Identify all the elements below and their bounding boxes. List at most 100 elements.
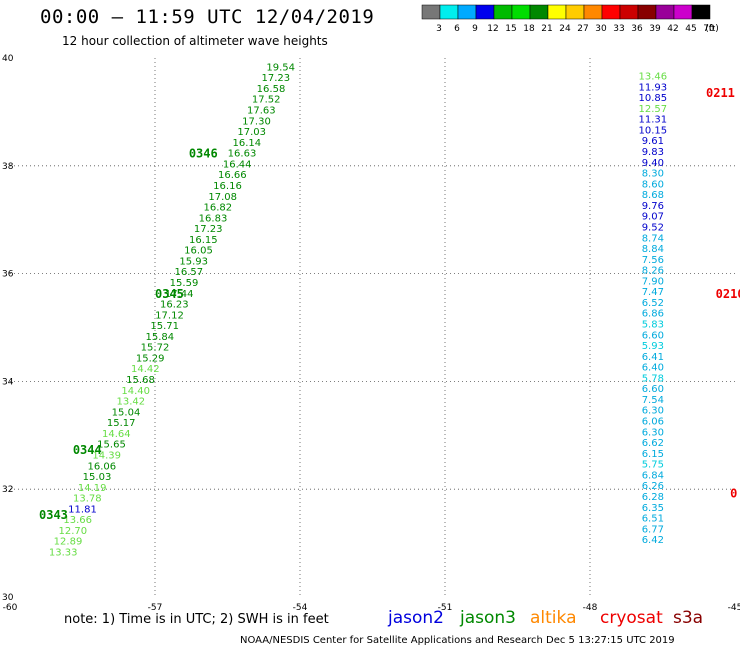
swh-value: 16.57 [175,267,204,278]
colorbar-swatch [691,4,711,20]
swh-value: 12.57 [639,104,668,115]
swh-value: 15.17 [107,418,136,429]
swh-value: 15.72 [141,343,170,354]
swh-value: 5.75 [642,460,664,471]
swh-value: 16.23 [160,300,189,311]
swh-value: 13.66 [63,515,92,526]
swh-value: 6.40 [642,363,664,374]
swh-value: 8.84 [642,244,664,255]
y-tick-label: 32 [2,485,13,495]
colorbar-swatch [655,4,675,20]
swh-value: 6.30 [642,427,664,438]
swh-value: 15.93 [179,256,208,267]
x-tick-label: -51 [438,603,453,613]
swh-value: 17.23 [194,224,223,235]
x-tick-label: -57 [148,603,163,613]
legend-s3a: s3a [673,608,704,628]
colorbar-label: 33 [613,24,624,34]
colorbar-label: 21 [541,24,552,34]
swh-value: 16.06 [88,461,117,472]
swh-value: 17.03 [237,127,266,138]
swh-value: 16.83 [199,213,228,224]
colorbar-label: 9 [472,24,478,34]
swh-value: 12.70 [59,526,88,537]
swh-value: 6.86 [642,309,664,320]
swh-value: 15.65 [97,440,126,451]
colorbar-label: 24 [559,24,571,34]
swh-value: 11.93 [639,82,668,93]
credit-line: NOAA/NESDIS Center for Satellite Applica… [240,635,675,646]
colorbar-swatch [583,4,603,20]
swh-value: 17.52 [252,95,281,106]
colorbar-label: 18 [523,24,535,34]
colorbar-swatch [529,4,549,20]
colorbar-swatch [673,4,693,20]
colorbar-label: 39 [649,24,661,34]
swh-value: 17.08 [208,192,237,203]
x-tick-label: -45 [728,603,740,613]
swh-value: 8.60 [642,179,664,190]
x-tick-label: -60 [3,603,18,613]
swh-value: 6.06 [642,417,664,428]
swh-value: 6.15 [642,449,664,460]
swh-value: 6.30 [642,406,664,417]
swh-value: 6.35 [642,503,664,514]
time-label: 0211 [706,86,735,100]
swh-value: 5.78 [642,373,664,384]
colorbar-swatch [637,4,657,20]
colorbar-label: 3 [436,24,442,34]
y-tick-label: 34 [2,377,14,387]
swh-value: 16.05 [184,246,213,257]
swh-value: 15.84 [146,332,175,343]
colorbar-swatch [565,4,585,20]
swh-value: 15.71 [150,321,179,332]
swh-value: 11.31 [639,115,668,126]
swh-value: 14.19 [78,483,107,494]
swh-value: 7.56 [642,255,664,266]
swh-value: 11.81 [68,504,97,515]
swh-value: 12.89 [54,537,83,548]
swh-value: 7.47 [642,287,664,298]
swh-value: 14.39 [92,450,121,461]
swh-value: 17.44 [165,289,194,300]
colorbar-swatch [493,4,513,20]
colorbar-swatch [511,4,531,20]
swh-value: 6.84 [642,470,664,481]
swh-value: 17.30 [242,116,271,127]
colorbar-label: 42 [667,24,678,34]
colorbar-label: 45 [685,24,696,34]
legend-cryosat: cryosat [600,608,663,628]
swh-value: 14.42 [131,364,160,375]
swh-value: 13.33 [49,547,78,558]
x-tick-label: -48 [583,603,598,613]
footnote: note: 1) Time is in UTC; 2) SWH is in fe… [64,612,329,627]
swh-value: 17.23 [262,73,291,84]
swh-value: 6.42 [642,535,664,546]
colorbar-swatch [439,4,459,20]
swh-value: 9.76 [642,201,664,212]
swh-value: 6.41 [642,352,664,363]
colorbar-label: 30 [595,24,607,34]
legend-altika: altika [530,608,577,628]
swh-value: 16.66 [218,170,247,181]
swh-value: 7.90 [642,276,664,287]
time-label: 0346 [189,147,218,161]
swh-value: 16.15 [189,235,218,246]
swh-value: 14.40 [121,386,150,397]
y-tick-label: 36 [2,270,14,280]
swh-value: 6.28 [642,492,664,503]
colorbar-swatch [457,4,477,20]
swh-value: 15.29 [136,353,165,364]
swh-value: 6.77 [642,524,664,535]
legend-jason3: jason3 [460,608,516,628]
colorbar-swatch [475,4,495,20]
colorbar-label: 70 [703,24,715,34]
colorbar-label: 6 [454,24,460,34]
y-tick-label: 40 [2,54,14,64]
swh-value: 6.52 [642,298,664,309]
swh-value: 13.46 [639,72,668,83]
swh-value: 15.68 [126,375,155,386]
swh-value: 15.03 [83,472,112,483]
